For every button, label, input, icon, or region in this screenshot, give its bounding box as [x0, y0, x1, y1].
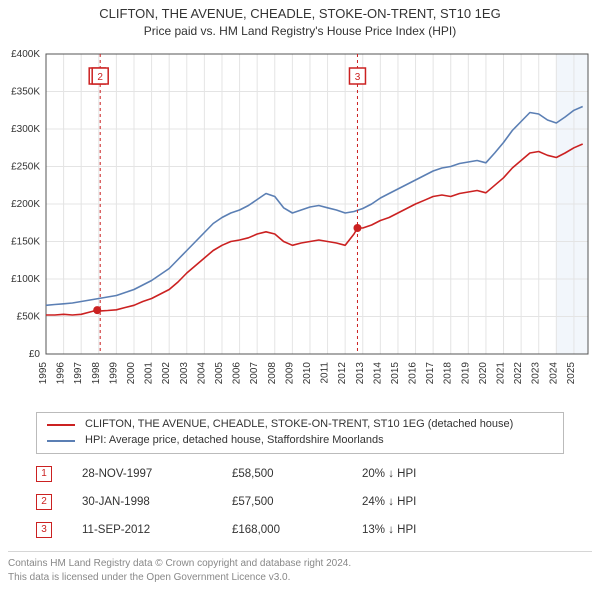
svg-text:£400K: £400K — [11, 49, 40, 60]
svg-text:2018: 2018 — [443, 362, 454, 385]
svg-text:2004: 2004 — [196, 362, 207, 385]
sale-marker: 2 — [36, 494, 52, 510]
svg-text:2003: 2003 — [179, 362, 190, 385]
svg-text:2010: 2010 — [302, 362, 313, 385]
sales-table: 1 28-NOV-1997£58,50020% ↓ HPI 2 30-JAN-1998… — [36, 460, 564, 544]
sale-marker: 3 — [36, 522, 52, 538]
legend-item: CLIFTON, THE AVENUE, CHEADLE, STOKE-ON-T… — [47, 417, 553, 433]
sale-date: 30-JAN-1998 — [82, 496, 232, 508]
sale-date: 11-SEP-2012 — [82, 524, 232, 536]
svg-text:1996: 1996 — [56, 362, 67, 385]
sale-price: £58,500 — [232, 468, 362, 480]
svg-text:2021: 2021 — [496, 362, 507, 385]
svg-text:3: 3 — [355, 72, 361, 83]
svg-text:2013: 2013 — [355, 362, 366, 385]
footer-attribution: Contains HM Land Registry data © Crown c… — [8, 551, 592, 584]
svg-text:2006: 2006 — [232, 362, 243, 385]
svg-text:£200K: £200K — [11, 199, 40, 210]
sale-row: 2 30-JAN-1998£57,50024% ↓ HPI — [36, 488, 564, 516]
sale-price: £168,000 — [232, 524, 362, 536]
svg-text:2022: 2022 — [513, 362, 524, 385]
chart-container: CLIFTON, THE AVENUE, CHEADLE, STOKE-ON-T… — [0, 0, 600, 590]
svg-text:1999: 1999 — [108, 362, 119, 385]
legend-swatch — [47, 440, 75, 442]
svg-text:2011: 2011 — [320, 362, 331, 384]
svg-text:2001: 2001 — [144, 362, 155, 385]
sale-price: £57,500 — [232, 496, 362, 508]
svg-text:2: 2 — [97, 72, 103, 83]
legend-label: CLIFTON, THE AVENUE, CHEADLE, STOKE-ON-T… — [85, 417, 513, 433]
svg-text:£250K: £250K — [11, 162, 40, 173]
svg-text:2009: 2009 — [284, 362, 295, 385]
svg-text:2016: 2016 — [408, 362, 419, 385]
plot-area: £0 £50K £100K £150K £200K £250K £300K £350K £400… — [0, 48, 600, 400]
legend-swatch — [47, 424, 75, 426]
svg-text:£0: £0 — [29, 349, 41, 360]
svg-text:2014: 2014 — [372, 362, 383, 385]
svg-text:2017: 2017 — [425, 362, 436, 385]
sale-date: 28-NOV-1997 — [82, 468, 232, 480]
svg-text:£150K: £150K — [11, 237, 40, 248]
svg-text:1995: 1995 — [38, 362, 49, 385]
svg-text:1998: 1998 — [91, 362, 102, 385]
svg-text:2002: 2002 — [161, 362, 172, 385]
sale-delta: 24% ↓ HPI — [362, 496, 564, 508]
svg-text:£100K: £100K — [11, 274, 40, 285]
svg-text:£300K: £300K — [11, 124, 40, 135]
line-chart-svg: £0 £50K £100K £150K £200K £250K £300K £350K £400… — [0, 48, 600, 400]
legend-label: HPI: Average price, detached house, Staf… — [85, 433, 384, 449]
svg-text:2015: 2015 — [390, 362, 401, 385]
svg-text:2008: 2008 — [267, 362, 278, 385]
svg-text:2019: 2019 — [460, 362, 471, 385]
svg-text:2007: 2007 — [249, 362, 260, 385]
svg-text:2025: 2025 — [566, 362, 577, 385]
footer-line-1: Contains HM Land Registry data © Crown c… — [8, 557, 592, 571]
sale-delta: 13% ↓ HPI — [362, 524, 564, 536]
sale-row: 1 28-NOV-1997£58,50020% ↓ HPI — [36, 460, 564, 488]
chart-title: CLIFTON, THE AVENUE, CHEADLE, STOKE-ON-T… — [0, 0, 600, 23]
svg-text:2024: 2024 — [548, 362, 559, 385]
footer-line-2: This data is licensed under the Open Gov… — [8, 571, 592, 585]
svg-text:£50K: £50K — [17, 312, 41, 323]
chart-subtitle: Price paid vs. HM Land Registry's House … — [0, 23, 600, 38]
svg-text:2012: 2012 — [337, 362, 348, 385]
sale-row: 3 11-SEP-2012£168,00013% ↓ HPI — [36, 516, 564, 544]
svg-text:1997: 1997 — [73, 362, 84, 385]
svg-text:£350K: £350K — [11, 87, 40, 98]
svg-text:2023: 2023 — [531, 362, 542, 385]
legend: CLIFTON, THE AVENUE, CHEADLE, STOKE-ON-T… — [36, 412, 564, 454]
sale-delta: 20% ↓ HPI — [362, 468, 564, 480]
svg-text:2020: 2020 — [478, 362, 489, 385]
legend-item: HPI: Average price, detached house, Staf… — [47, 433, 553, 449]
svg-text:2000: 2000 — [126, 362, 137, 385]
sale-marker: 1 — [36, 466, 52, 482]
svg-text:2005: 2005 — [214, 362, 225, 385]
